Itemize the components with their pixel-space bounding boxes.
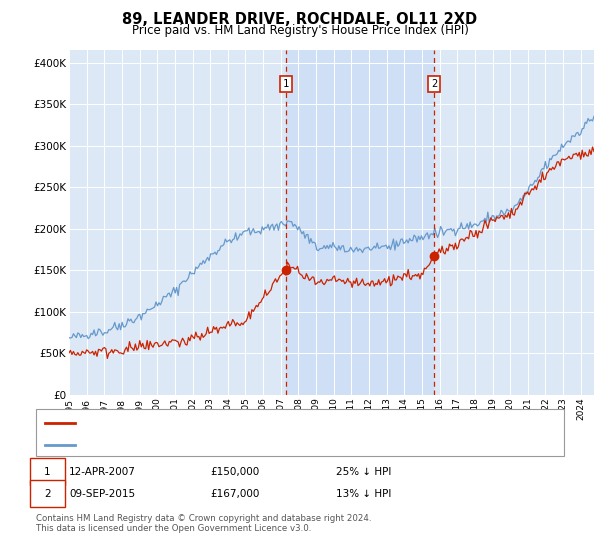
Bar	[286, 50, 434, 395]
Text: 12-APR-2007: 12-APR-2007	[69, 466, 136, 477]
Text: Contains HM Land Registry data © Crown copyright and database right 2024.
This d: Contains HM Land Registry data © Crown c…	[36, 514, 371, 534]
Text: £150,000: £150,000	[210, 466, 259, 477]
Text: £167,000: £167,000	[210, 489, 259, 499]
Text: Price paid vs. HM Land Registry's House Price Index (HPI): Price paid vs. HM Land Registry's House …	[131, 24, 469, 37]
Text: HPI: Average price, detached house, Rochdale: HPI: Average price, detached house, Roch…	[81, 440, 307, 450]
Text: 1: 1	[283, 78, 289, 88]
Text: 2: 2	[431, 78, 437, 88]
Text: 1: 1	[44, 466, 51, 477]
Text: 25% ↓ HPI: 25% ↓ HPI	[336, 466, 391, 477]
Text: 89, LEANDER DRIVE, ROCHDALE, OL11 2XD: 89, LEANDER DRIVE, ROCHDALE, OL11 2XD	[122, 12, 478, 27]
Text: 09-SEP-2015: 09-SEP-2015	[69, 489, 135, 499]
Text: 13% ↓ HPI: 13% ↓ HPI	[336, 489, 391, 499]
Text: 2: 2	[44, 489, 51, 499]
Text: 89, LEANDER DRIVE, ROCHDALE, OL11 2XD (detached house): 89, LEANDER DRIVE, ROCHDALE, OL11 2XD (d…	[81, 418, 384, 428]
